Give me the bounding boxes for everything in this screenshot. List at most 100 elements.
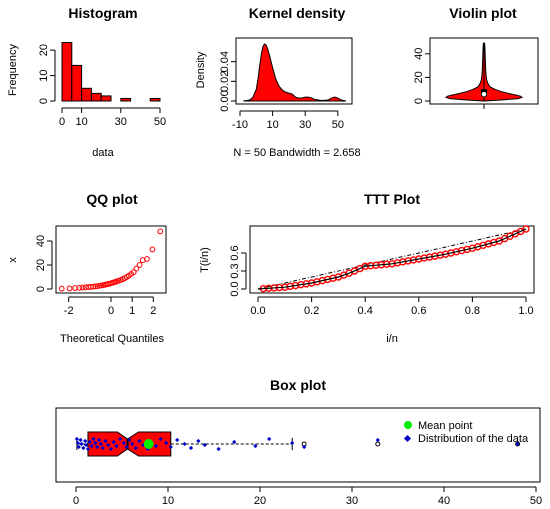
histogram-x-tick-label: 0 (59, 116, 65, 128)
box-data-point (188, 445, 194, 451)
legend-mean-label: Mean point (418, 420, 472, 432)
qq-point (144, 256, 150, 262)
box-plot-x-tick-label: 30 (346, 495, 358, 507)
ttt-point (522, 225, 530, 233)
qq-point (90, 283, 97, 290)
box-data-point (375, 437, 380, 443)
qq-x-tick-label: 2 (150, 305, 156, 317)
box-data-point (232, 439, 237, 445)
kernel-density-panel: Kernel density Density N = 50 Bandwidth … (195, 5, 361, 159)
kernel-density-annotation: N = 50 Bandwidth = 2.658 (233, 147, 360, 159)
kernel-density-x-tick-label: 30 (299, 119, 311, 131)
qq-x-tick-label: 1 (129, 305, 135, 317)
violin-y-tick-label: 0 (413, 98, 425, 104)
ttt-reference-line (257, 228, 527, 290)
qq-point (136, 262, 143, 268)
box-data-point (81, 445, 86, 451)
violin-median-point (481, 91, 487, 98)
qq-frame (55, 225, 167, 294)
violin-panel: Violin plot 0 20 40 (413, 5, 539, 109)
histogram-bar (120, 97, 132, 102)
kernel-density-x-tick-label: 10 (266, 119, 278, 131)
box-data-point (290, 440, 295, 446)
qq-y-tick-label: 0 (35, 286, 47, 292)
box-outlier (375, 441, 381, 447)
box-data-point (182, 441, 187, 447)
legend-mean-marker (404, 421, 412, 429)
box-data-point (168, 444, 173, 450)
qq-panel: QQ plot Theoretical Quantiles x -2 0 1 2020… (7, 191, 167, 345)
ttt-x-label: i/n (386, 333, 398, 345)
histogram-bar (61, 42, 73, 102)
ttt-y-tick-label: 0.0 (229, 281, 241, 296)
kernel-density-y-label: Density (195, 51, 207, 88)
ttt-x-tick-label: 0.0 (250, 305, 265, 317)
box-data-point (79, 441, 84, 447)
qq-title: QQ plot (86, 191, 138, 207)
box-data-point (515, 441, 520, 447)
ttt-x-tick-label: 0.8 (465, 305, 480, 317)
ttt-y-tick-label: 0.6 (229, 245, 241, 260)
qq-x-tick-label: -2 (64, 305, 74, 317)
box-data-point (164, 440, 169, 446)
qq-point (82, 284, 89, 291)
qq-point (72, 285, 78, 291)
histogram-y-label: Frequency (7, 44, 19, 96)
ttt-x-tick-label: 0.4 (358, 305, 373, 317)
violin-y-tick-label: 40 (413, 48, 425, 60)
box-plot-x-tick-label: 10 (162, 495, 174, 507)
box-data-point (83, 438, 88, 444)
box-mean-point (143, 439, 154, 449)
box-data-point (78, 437, 83, 443)
violin-title: Violin plot (449, 5, 517, 21)
kernel-density-y-tick-label: 0.02 (219, 71, 231, 92)
box-data-point (202, 442, 207, 448)
histogram-x-tick-label: 50 (154, 116, 166, 128)
box-data-point (137, 438, 142, 444)
qq-x-label: Theoretical Quantiles (60, 333, 164, 345)
box-plot-x-tick-label: 0 (73, 495, 79, 507)
ttt-curve (257, 228, 527, 290)
ttt-title: TTT Plot (364, 191, 420, 207)
histogram-x-label: data (92, 147, 114, 159)
qq-point (79, 284, 86, 291)
legend-distribution-label: Distribution of the data (418, 433, 529, 445)
box-plot-panel: Box plot Mean point Distribution of the … (55, 377, 542, 507)
histogram-bar (100, 95, 112, 102)
histogram-bar (71, 64, 83, 102)
qq-point (76, 284, 83, 291)
histogram-y-tick-label: 0 (38, 98, 50, 104)
box-data-point (302, 444, 307, 450)
box-data-point (127, 437, 132, 443)
box-plot-x-tick-label: 50 (530, 495, 542, 507)
kernel-density-x-tick-label: 50 (332, 119, 344, 131)
box-plot-title: Box plot (270, 377, 326, 393)
kernel-density-frame (235, 37, 353, 105)
violin-y-tick-label: 20 (413, 71, 425, 83)
histogram-title: Histogram (68, 5, 137, 21)
box-data-point (129, 441, 135, 447)
ttt-panel: TTT Plot i/n T(i/n) 0.0 0.2 0.4 0.6 0.8 1.0 0.… (199, 191, 535, 345)
ttt-y-label: T(i/n) (199, 247, 211, 273)
qq-point (149, 246, 156, 253)
legend-distribution-marker (403, 434, 412, 443)
ttt-x-tick-label: 1.0 (518, 305, 533, 317)
qq-point (66, 285, 73, 292)
qq-x-tick-label: 0 (108, 305, 114, 317)
ttt-x-tick-label: 0.6 (411, 305, 426, 317)
box-data-point (267, 436, 272, 442)
ttt-frame (249, 225, 535, 294)
box-plot-frame (55, 407, 541, 483)
kernel-density-title: Kernel density (249, 5, 346, 21)
ttt-y-tick-label: 0.3 (229, 263, 241, 278)
qq-y-tick-label: 20 (35, 259, 47, 271)
qq-point (130, 269, 137, 276)
histogram-x-tick-label: 10 (75, 116, 87, 128)
ttt-x-tick-label: 0.2 (304, 305, 319, 317)
histogram-panel: Histogram data Frequency 0 10 30 50 0 10 20 (7, 5, 166, 159)
box-plot-x-tick-label: 20 (254, 495, 266, 507)
box-data-point (216, 446, 221, 452)
box-data-point (158, 436, 163, 442)
kernel-density-y-tick-label: 0.00 (219, 90, 231, 111)
